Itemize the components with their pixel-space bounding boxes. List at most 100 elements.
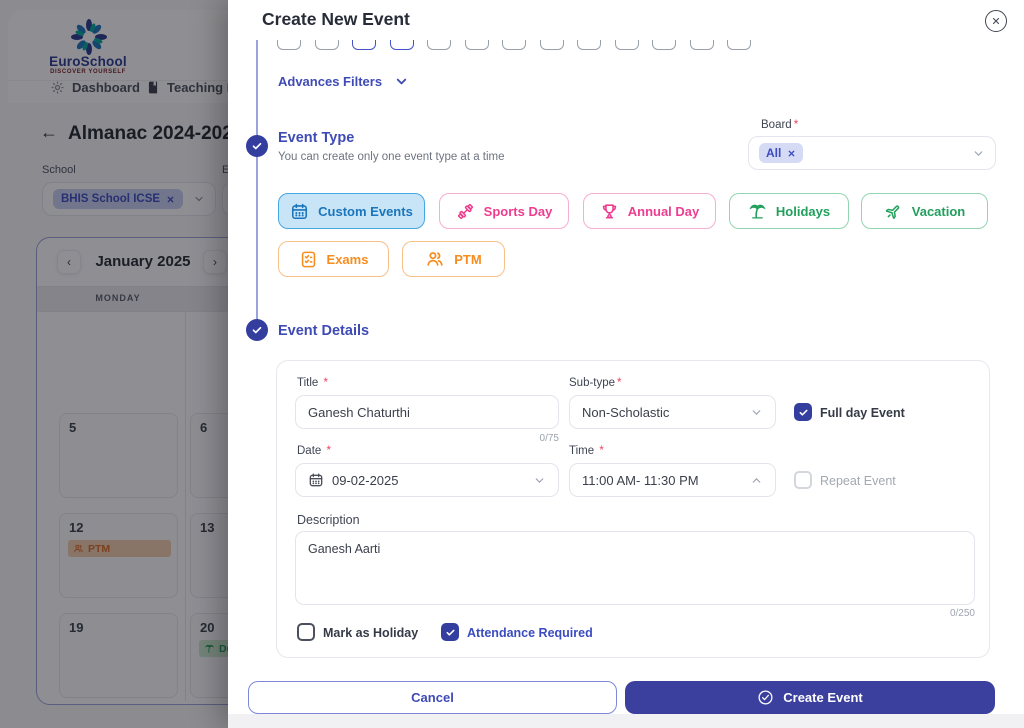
modal-scroll-area[interactable]: Advances Filters Event Type You can crea…: [228, 40, 1024, 714]
required-asterisk: *: [323, 377, 328, 389]
close-button[interactable]: [985, 10, 1007, 32]
cancel-button[interactable]: Cancel: [248, 681, 617, 714]
advanced-filters-toggle[interactable]: Advances Filters: [278, 74, 409, 89]
event-type-step-title: Event Type: [278, 130, 355, 146]
event-type-annual-day[interactable]: Annual Day: [583, 193, 716, 229]
chevron-down-icon: [195, 196, 203, 202]
school-chip[interactable]: BHIS School ICSE: [53, 189, 184, 209]
date-chip[interactable]: [314, 40, 339, 50]
calendar-date: 5: [69, 420, 77, 435]
board-chip[interactable]: All: [759, 143, 804, 163]
event-type-label: Custom Events: [318, 203, 413, 219]
chip-remove-icon[interactable]: [166, 195, 175, 204]
description-textarea[interactable]: Ganesh Aarti: [295, 531, 975, 605]
back-arrow-icon[interactable]: ←: [40, 122, 58, 142]
subtype-value: Non-Scholastic: [582, 404, 670, 420]
chevron-down-icon: [396, 78, 407, 85]
date-chip[interactable]: [577, 40, 601, 50]
page-title: Almanac 2024-2025: [68, 123, 244, 144]
nav-teaching-library[interactable]: Teaching Lib: [146, 80, 246, 95]
ptm-event-badge[interactable]: PTM: [68, 540, 171, 557]
calendar-prev-button[interactable]: ‹: [57, 250, 81, 274]
create-event-label: Create Event: [783, 690, 863, 705]
chevron-down-icon: [752, 409, 761, 415]
palm-tree-icon: [749, 204, 766, 219]
board-select[interactable]: All: [748, 136, 996, 170]
event-type-sports-day[interactable]: Sports Day: [439, 193, 569, 229]
chevron-down-icon: [535, 477, 544, 483]
date-chip-selected[interactable]: [352, 40, 376, 50]
nav-dashboard-label: Dashboard: [72, 80, 140, 95]
chevron-left-icon: ‹: [67, 255, 71, 269]
time-picker[interactable]: 11:00 AM- 11:30 PM: [569, 463, 776, 497]
nav-dashboard[interactable]: Dashboard: [50, 80, 140, 95]
time-value: 11:00 AM- 11:30 PM: [582, 472, 699, 488]
calendar-date: 6: [200, 420, 208, 435]
date-chip[interactable]: [464, 40, 489, 50]
attendance-required-label[interactable]: Attendance Required: [467, 626, 593, 640]
date-chip[interactable]: [502, 40, 526, 50]
calendar-month-label: January 2025: [95, 253, 191, 270]
date-chip[interactable]: [652, 40, 676, 50]
calendar-date: 19: [69, 620, 84, 635]
calendar-cell[interactable]: 12 PTM: [59, 513, 178, 598]
calendar-date: 13: [200, 520, 215, 535]
description-value: Ganesh Aarti: [308, 542, 381, 556]
stepper-line: [256, 40, 258, 330]
date-label: Date *: [297, 445, 331, 457]
step-event-details-check: [246, 319, 268, 341]
calendar-cell[interactable]: 5: [59, 413, 178, 498]
create-event-button[interactable]: Create Event: [625, 681, 995, 714]
repeat-event-checkbox[interactable]: [794, 471, 812, 489]
event-type-exams[interactable]: Exams: [278, 241, 389, 277]
advanced-filters-label: Advances Filters: [278, 74, 383, 89]
calendar-cell[interactable]: 19: [59, 613, 178, 698]
subtype-select[interactable]: Non-Scholastic: [569, 395, 776, 429]
school-select[interactable]: BHIS School ICSE: [42, 182, 216, 216]
chip-remove-icon[interactable]: [787, 149, 796, 158]
date-chip[interactable]: [689, 40, 714, 50]
board-label: Board *: [761, 119, 799, 131]
full-day-label[interactable]: Full day Event: [820, 406, 905, 420]
people-icon: [74, 544, 83, 553]
required-asterisk: *: [617, 377, 622, 389]
check-circle-icon: [758, 690, 773, 705]
event-type-holidays[interactable]: Holidays: [729, 193, 849, 229]
event-type-label: Exams: [326, 251, 369, 267]
event-type-label: Annual Day: [627, 203, 700, 219]
date-chip[interactable]: [539, 40, 564, 50]
school-filter-label: School: [42, 164, 76, 176]
event-type-label: Vacation: [911, 203, 966, 219]
required-asterisk: *: [793, 119, 799, 131]
event-type-custom-events[interactable]: Custom Events: [278, 193, 425, 229]
people-icon: [427, 252, 443, 266]
event-type-step-subtitle: You can create only one event type at a …: [278, 151, 505, 163]
attendance-required-checkbox[interactable]: [441, 623, 459, 641]
mark-as-holiday-label[interactable]: Mark as Holiday: [323, 626, 419, 640]
mark-as-holiday-checkbox[interactable]: [297, 623, 315, 641]
chevron-down-icon: [974, 150, 983, 156]
modal-bottom-strip: [228, 714, 1024, 728]
time-label: Time *: [569, 445, 604, 457]
brand-name: EuroSchool: [49, 54, 127, 69]
full-day-checkbox[interactable]: [794, 403, 812, 421]
event-type-ptm[interactable]: PTM: [402, 241, 505, 277]
euroschool-logo-icon: [70, 18, 108, 56]
check-icon: [446, 629, 454, 636]
required-asterisk: *: [599, 445, 604, 457]
palm-tree-icon: [204, 644, 215, 653]
event-type-vacation[interactable]: Vacation: [861, 193, 988, 229]
date-chip[interactable]: [427, 40, 451, 50]
title-input[interactable]: Ganesh Chaturthi: [295, 395, 559, 429]
calendar-next-button[interactable]: ›: [203, 250, 227, 274]
header-divider: [8, 80, 294, 81]
date-chip[interactable]: [277, 40, 301, 50]
create-event-modal: Create New Event: [228, 0, 1024, 728]
date-chip-selected[interactable]: [389, 40, 414, 50]
subtype-label: Sub-type *: [569, 377, 622, 389]
calendar-column-divider: [185, 311, 186, 701]
date-chip[interactable]: [614, 40, 639, 50]
date-chip[interactable]: [727, 40, 751, 50]
check-icon: [252, 142, 262, 150]
date-picker[interactable]: 09-02-2025: [295, 463, 559, 497]
